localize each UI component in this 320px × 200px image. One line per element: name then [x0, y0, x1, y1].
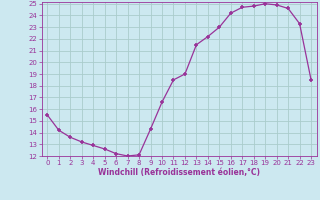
X-axis label: Windchill (Refroidissement éolien,°C): Windchill (Refroidissement éolien,°C) — [98, 168, 260, 177]
